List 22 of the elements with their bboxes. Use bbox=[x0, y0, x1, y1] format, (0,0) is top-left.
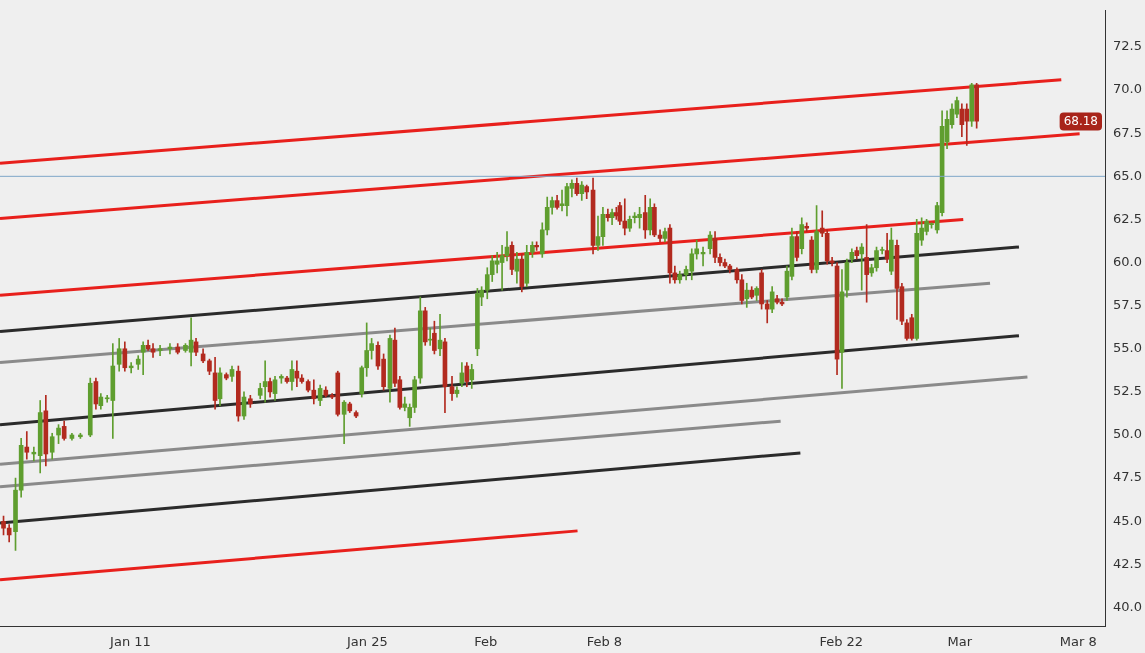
x-tick-label: Mar 8 bbox=[1059, 633, 1097, 649]
x-tick-label: Jan 25 bbox=[346, 633, 388, 649]
y-tick-label: 47.5 bbox=[1113, 469, 1142, 485]
x-tick-label: Feb 22 bbox=[819, 633, 864, 649]
y-tick-label: 45.0 bbox=[1113, 512, 1142, 528]
y-tick-label: 40.0 bbox=[1113, 598, 1142, 614]
y-tick-label: 57.5 bbox=[1113, 297, 1142, 313]
y-tick-label: 42.5 bbox=[1113, 555, 1142, 571]
y-tick-label: 70.0 bbox=[1113, 81, 1142, 97]
y-tick-label: 50.0 bbox=[1113, 426, 1142, 442]
y-tick-label: 62.5 bbox=[1113, 210, 1142, 226]
y-tick-label: 60.0 bbox=[1113, 253, 1142, 269]
x-tick-label: Feb 8 bbox=[586, 633, 623, 649]
y-tick-label: 65.0 bbox=[1113, 167, 1142, 183]
y-tick-label: 72.5 bbox=[1113, 38, 1142, 54]
x-tick-label: Feb bbox=[474, 633, 498, 649]
x-tick-label: Jan 11 bbox=[109, 633, 151, 649]
x-tick-label: Mar bbox=[947, 633, 973, 649]
y-tick-label: 67.5 bbox=[1113, 124, 1142, 140]
y-tick-label: 52.5 bbox=[1113, 383, 1142, 399]
y-tick-label: 55.0 bbox=[1113, 340, 1142, 356]
annotation: 68.18 bbox=[1063, 113, 1099, 128]
